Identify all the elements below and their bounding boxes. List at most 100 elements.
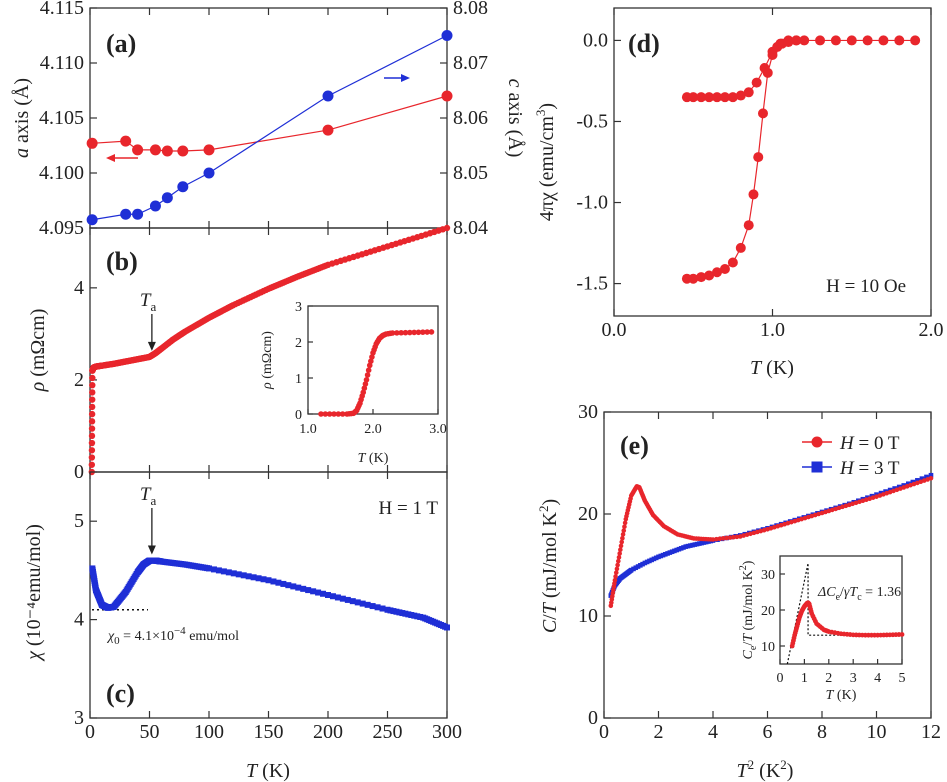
panel-b-inset-point <box>415 329 422 336</box>
c-y-tick-label-4: 4 <box>74 609 84 631</box>
panel-a-red-point <box>161 145 173 157</box>
b-inset-ytick-label-3: 3 <box>295 300 302 315</box>
panel-c-chi-point <box>255 575 262 582</box>
panel-b-inset-point <box>398 329 404 336</box>
panel-e-y-axis-label: C/T (mJ/mol K2) <box>536 499 561 633</box>
panel-a-blue-point <box>322 90 334 102</box>
panel-a-arrow-right <box>384 74 410 82</box>
a-left-tick-label-4.115: 4.115 <box>40 0 84 19</box>
legend-h0-marker <box>811 436 823 448</box>
c-x-tick-label-50: 50 <box>140 721 160 743</box>
panel-b-Ta-annotation: Ta <box>140 290 157 351</box>
c-y-tick-label-3: 3 <box>74 707 84 729</box>
panel-b-y-axis-label: ρ (mΩcm) <box>27 309 49 393</box>
panel-d-ZFC-point <box>735 242 746 253</box>
panel-c-chi-point <box>275 579 282 586</box>
panel-d-FC-line <box>686 39 916 98</box>
e-x-tick-label-4: 4 <box>708 721 718 743</box>
panel-b-inset-point <box>363 377 370 383</box>
panel-d-FC-point <box>704 92 715 103</box>
panel-d-ZFC-point <box>727 257 738 268</box>
panel-d-FC-point <box>846 35 857 46</box>
panel-d-ZFC-line <box>686 39 797 280</box>
a-right-tick-label-8.07: 8.07 <box>453 52 488 74</box>
panel-d-ZFC-point <box>688 273 699 284</box>
panel-e-legend: H = 0 T H = 3 T <box>802 433 900 479</box>
panel-c-chi-point <box>359 600 366 607</box>
panel-a-red-point <box>120 135 132 147</box>
e-x-tick-label-12: 12 <box>921 721 941 743</box>
panel-c-chi-point <box>334 594 341 601</box>
panel-b-rho-point <box>88 403 96 411</box>
legend-h0-label: H = 0 T <box>839 433 900 454</box>
panel-c-y-ticks: 3 4 5 <box>74 510 97 729</box>
panel-a-red-point <box>86 137 98 149</box>
panel-c-Ta-arrow-head <box>147 545 156 555</box>
panel-b-rho-point <box>88 410 96 418</box>
panel-b-rho-point <box>89 389 96 396</box>
panel-a-arrow-left-head <box>106 154 115 162</box>
d-y-tick-label--0.5: -0.5 <box>576 110 608 132</box>
panel-c-chi-point <box>325 592 331 598</box>
panel-a-frame <box>89 7 448 229</box>
c-x-tick-label-200: 200 <box>313 721 343 743</box>
panel-c-field-label: H = 1 T <box>379 498 439 519</box>
panel-a-red-point <box>441 90 453 102</box>
panel-d-FC-point <box>743 87 754 98</box>
panel-b-inset-point <box>361 385 368 392</box>
panel-b-inset-point <box>360 389 367 396</box>
panel-c-chi-point <box>220 568 227 575</box>
panel-e-series <box>608 472 934 609</box>
legend-h3-marker <box>811 461 823 473</box>
panel-d-ZFC-point <box>762 67 773 78</box>
a-right-tick-label-8.04: 8.04 <box>453 217 488 239</box>
panel-a-blue-point <box>149 200 161 212</box>
panel-d: (d) -1.5 -1.0 -0.5 0.0 0.0 1.0 2.0 4πχ (emu/c… <box>533 7 944 379</box>
panel-e-inset-x-label: T (K) <box>826 688 857 703</box>
e-inset-xtick-label-3: 3 <box>850 671 857 686</box>
panel-d-x-axis-label: T (K) <box>750 357 794 379</box>
panel-c-chi-point <box>329 593 336 600</box>
d-x-tick-label-0.0: 0.0 <box>602 319 627 341</box>
e-x-tick-label-0: 0 <box>599 721 609 743</box>
panel-b-inset-point <box>362 381 369 387</box>
e-inset-ytick-label-20: 20 <box>761 604 775 619</box>
e-inset-xtick-label-0: 0 <box>777 671 784 686</box>
c-y-tick-label-5: 5 <box>74 510 84 532</box>
panel-d-series <box>681 35 921 284</box>
panel-c-Ta-label: Ta <box>140 484 157 508</box>
panel-c-chi-point <box>295 584 302 591</box>
legend-entry-h3: H = 3 T <box>802 458 900 479</box>
c-x-tick-label-150: 150 <box>254 721 284 743</box>
panel-d-FC-point <box>799 35 810 46</box>
e-x-tick-label-10: 10 <box>867 721 887 743</box>
legend-entry-h0: H = 0 T <box>802 433 900 454</box>
panel-b-rho-point <box>88 447 96 454</box>
panel-c-chi-point <box>339 595 346 602</box>
panel-b-inset-point <box>428 329 435 335</box>
e-inset-xtick-label-2: 2 <box>825 671 832 686</box>
panel-c-chi0-label: χ0 = 4.1×10−4 emu/mol <box>106 625 239 647</box>
panel-b-rho-point <box>89 374 96 382</box>
panel-c-Ta-annotation: Ta <box>140 484 157 555</box>
panel-b-inset-point <box>366 362 373 369</box>
panel-d-ZFC-point <box>767 50 778 61</box>
panel-a-blue-point <box>120 208 132 220</box>
e-y-tick-label-20: 20 <box>578 503 598 525</box>
panel-d-label: (d) <box>628 29 660 58</box>
b-inset-ytick-label-1: 1 <box>295 372 302 387</box>
panel-c-x-ticks: 0 50 100 150 200 250 300 <box>85 472 462 743</box>
b-inset-ytick-label-0: 0 <box>295 408 302 423</box>
panel-d-field-label: H = 10 Oe <box>826 276 906 297</box>
panel-b-rho-point <box>89 396 96 403</box>
panel-b-inset-point <box>394 330 400 336</box>
a-left-tick-label-4.095: 4.095 <box>39 217 84 239</box>
panel-e-x-axis-label: T2 (K2) <box>737 757 794 782</box>
panel-b-Ta-label: Ta <box>140 290 157 314</box>
b-y-tick-label-0: 0 <box>74 461 84 483</box>
c-x-tick-label-100: 100 <box>194 721 224 743</box>
d-y-tick-label--1.0: -1.0 <box>576 192 608 214</box>
panel-c-chi-point <box>374 604 381 611</box>
panel-d-FC-point <box>910 35 921 46</box>
panel-c-chi-point <box>320 590 327 597</box>
